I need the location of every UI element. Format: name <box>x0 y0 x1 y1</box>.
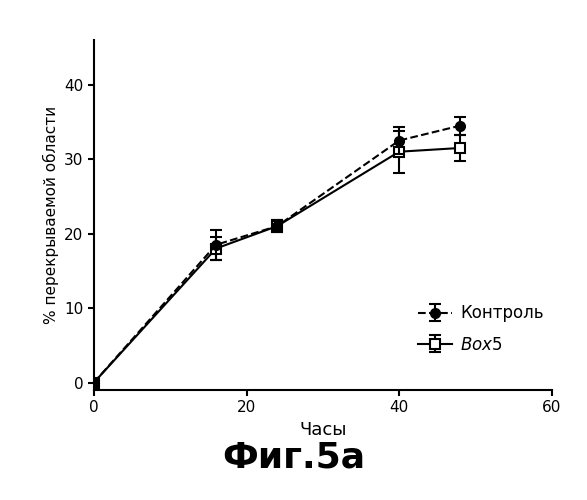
Legend: Контроль, $\mathit{Box5}$: Контроль, $\mathit{Box5}$ <box>419 304 544 354</box>
X-axis label: Часы: Часы <box>299 421 346 439</box>
Text: Фиг.5а: Фиг.5а <box>222 441 365 475</box>
Y-axis label: % перекрываемой области: % перекрываемой области <box>42 106 59 324</box>
